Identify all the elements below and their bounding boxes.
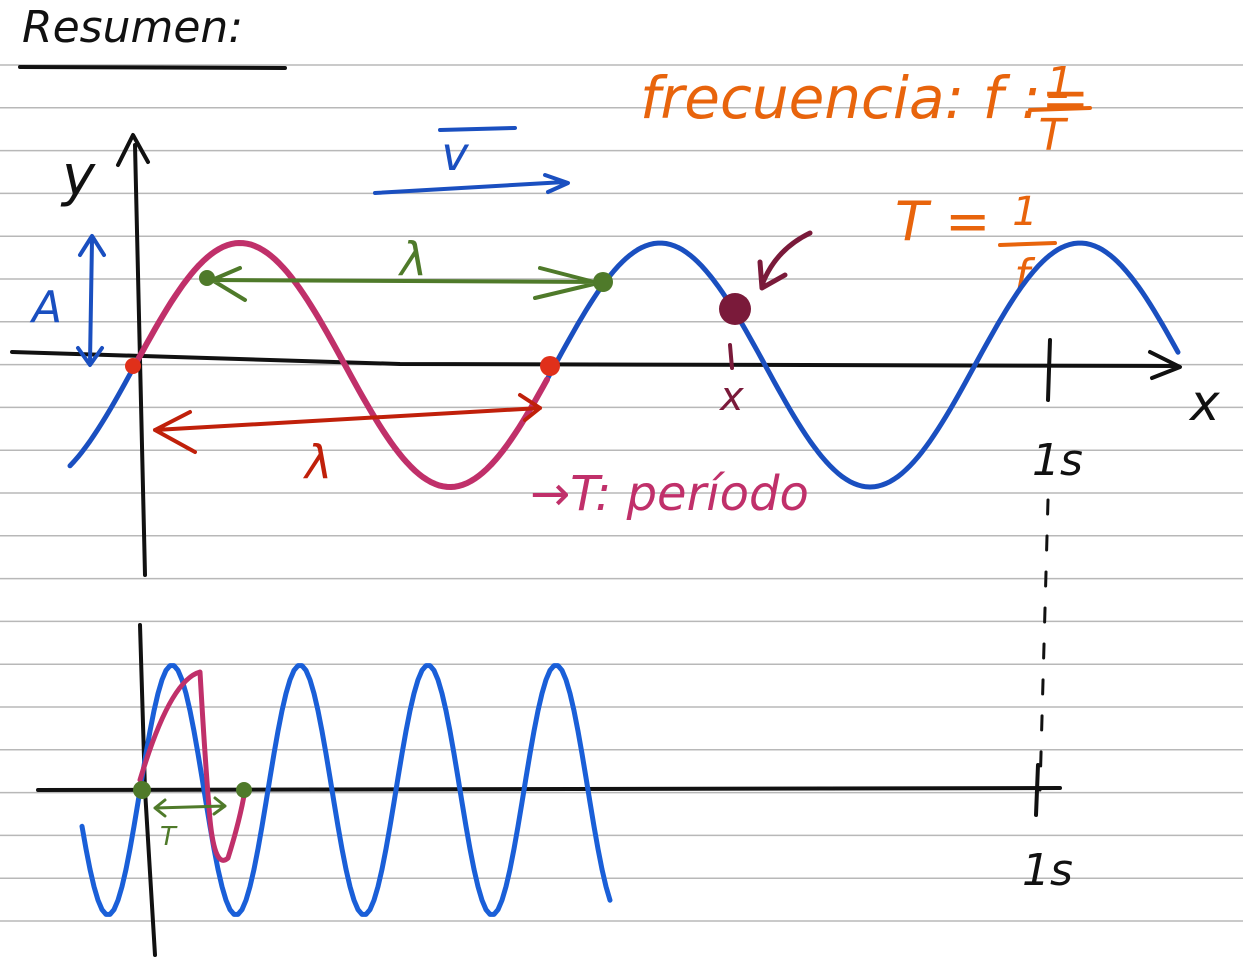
velocity-label: v [441, 127, 469, 181]
x-axis-label: x [1188, 374, 1220, 432]
y-axis-label: y [60, 144, 96, 209]
title: Resumen: [22, 2, 243, 53]
period-numerator: 1 [1012, 189, 1037, 235]
wavelength-green-label: λ [397, 232, 427, 286]
period-formula-label: T = [895, 190, 990, 253]
amplitude-arrow [78, 236, 104, 365]
amplitude-label: A [29, 282, 62, 333]
fraction-bar [1000, 243, 1055, 245]
point [593, 272, 613, 292]
frequency-label: frecuencia: f := [640, 64, 1090, 132]
time-mark: 1s [1032, 435, 1083, 486]
tick [730, 345, 732, 368]
wavelength-red-arrow [155, 395, 540, 452]
period-label: →T: período [530, 466, 809, 522]
frequency-denominator: T [1039, 110, 1069, 161]
frequency-numerator: 1 [1046, 58, 1074, 109]
point [125, 358, 141, 374]
velocity-arrow [375, 128, 568, 193]
point [540, 356, 560, 376]
period-label-small: T [160, 822, 178, 852]
time-mark: 1s [1022, 845, 1073, 896]
time-tick [1048, 340, 1050, 400]
point [133, 781, 151, 799]
note-page: Resumen: frecuencia: f := 1 T T = 1 f y … [0, 0, 1243, 960]
wavelength-red-label: λ [302, 435, 332, 489]
point [199, 270, 215, 286]
point [236, 782, 252, 798]
dashed-guide [1040, 500, 1048, 790]
title-underline [20, 67, 285, 68]
x-axis [38, 788, 1060, 790]
time-tick [1036, 765, 1038, 815]
particle [719, 293, 751, 325]
point-label: x [718, 374, 744, 420]
period-arrow [155, 798, 225, 816]
